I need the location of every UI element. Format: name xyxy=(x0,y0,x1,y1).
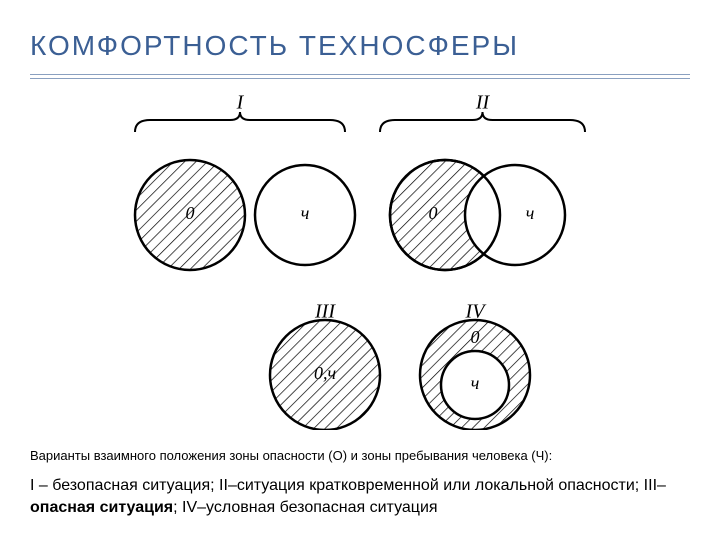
svg-text:ч: ч xyxy=(471,373,480,393)
svg-text:II: II xyxy=(475,95,491,114)
svg-text:ч: ч xyxy=(526,203,535,223)
title-underline-1 xyxy=(30,74,690,75)
figure-caption: Варианты взаимного положения зоны опасно… xyxy=(30,448,690,463)
page-title: КОМФОРТНОСТЬ ТЕХНОСФЕРЫ xyxy=(30,30,519,62)
legend-part: ; IV–условная безопасная ситуация xyxy=(173,499,437,516)
svg-text:0: 0 xyxy=(471,327,480,347)
svg-text:ч: ч xyxy=(301,203,310,223)
svg-text:0,ч: 0,ч xyxy=(314,363,336,383)
svg-text:0: 0 xyxy=(186,203,195,223)
svg-text:I: I xyxy=(236,95,245,114)
figure-legend: I – безопасная ситуация; II–ситуация кра… xyxy=(30,475,690,518)
svg-text:0: 0 xyxy=(429,203,438,223)
legend-part: I – безопасная ситуация; II–ситуация кра… xyxy=(30,477,666,494)
diagram-container: I0чII0чIII0,чIV0ч xyxy=(115,95,605,430)
title-underline-2 xyxy=(30,78,690,79)
legend-part: опасная ситуация xyxy=(30,499,173,516)
